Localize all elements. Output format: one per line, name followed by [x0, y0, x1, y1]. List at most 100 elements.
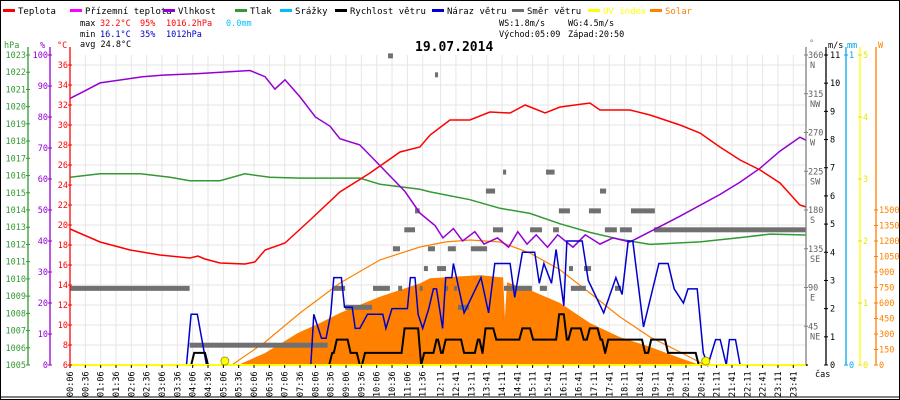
solar-tick-label: 1050 [879, 253, 899, 263]
direction-tick-label: 90 [808, 284, 818, 294]
pressure-tick-label: 1007 [6, 327, 26, 337]
wind-direction-mark [373, 285, 390, 291]
sunset: Západ:20:50 [568, 30, 624, 40]
solar-tick-label: 1500 [879, 206, 899, 216]
x-tick-label: 02:36 [143, 371, 153, 397]
x-tick-label: 04:36 [204, 371, 214, 397]
min-pressure: 1012hPa [166, 30, 202, 40]
direction-tick-label: 270 [808, 129, 823, 139]
legend-swatch [163, 9, 175, 12]
pressure-tick-label: 1021 [6, 85, 26, 95]
wind-direction-mark [434, 72, 439, 78]
humidity-tick-label: 90 [38, 82, 48, 92]
wind-direction-mark [447, 246, 456, 252]
legend-label-2: Vlhkost [178, 7, 216, 17]
wind-tick-label: 2 [830, 305, 835, 315]
x-tick-label: 04:06 [189, 371, 199, 397]
x-tick-label: 10:36 [388, 371, 398, 397]
max-humidity: 95% [140, 19, 155, 29]
temperature-tick-label: 30 [58, 121, 68, 131]
x-tick-label: 00:06 [66, 371, 76, 397]
rain-axis-label: mm [847, 41, 857, 51]
x-tick-label: 14:11 [498, 371, 508, 397]
wind-direction-mark [453, 285, 458, 291]
x-axis-label: čas [815, 369, 830, 380]
solar-tick-label: 450 [879, 315, 894, 325]
pressure-tick-label: 1020 [6, 103, 26, 113]
x-tick-label: 08:36 [327, 371, 337, 397]
wind-gust-max: WG:4.5m/s [568, 19, 614, 29]
x-tick-label: 20:11 [682, 371, 692, 397]
x-tick-label: 06:06 [250, 371, 260, 397]
x-tick-label: 07:06 [281, 371, 291, 397]
legend-swatch [235, 9, 247, 12]
sunrise: Východ:05:09 [499, 30, 560, 40]
wind-direction-mark [569, 266, 573, 272]
pressure-tick-label: 1005 [6, 361, 26, 371]
solar-tick-label: 900 [879, 268, 894, 278]
x-tick-label: 18:11 [621, 371, 631, 397]
wind-direction-mark [553, 227, 559, 233]
direction-compass-label: W [810, 139, 816, 149]
x-tick-label: 01:06 [97, 371, 107, 397]
wind-tick-label: 1 [830, 333, 835, 343]
wind-direction-mark [423, 266, 428, 272]
wind-direction-mark [470, 246, 488, 252]
temperature-tick-label: 24 [58, 181, 68, 191]
wind-direction-mark [189, 342, 328, 348]
wind-axis-label: m/s [828, 41, 843, 51]
x-tick-label: 12:41 [452, 371, 462, 397]
humidity-line [69, 69, 807, 249]
x-tick-label: 07:36 [296, 371, 306, 397]
legend-label-0: Teplota [18, 7, 56, 17]
legend-swatch [70, 9, 82, 12]
pressure-tick-label: 1008 [6, 309, 26, 319]
rain-tick-label: 1 [849, 51, 854, 61]
min-humidity: 35% [140, 30, 155, 40]
rain-tick-label: 0 [849, 361, 854, 371]
stats: max 32.2°C 95% 1016.2hPa 0.0mm min 16.1°… [80, 19, 624, 50]
wind-direction-mark [345, 304, 373, 310]
legend-label-1: Přízemní teplota [85, 7, 172, 17]
x-tick-label: 19:41 [667, 371, 677, 397]
x-tick-label: 22:11 [743, 371, 753, 397]
wind-direction-mark [485, 188, 496, 194]
wind-direction-mark [619, 227, 632, 233]
wind-direction-mark [427, 246, 435, 252]
legend-swatch [280, 9, 292, 12]
solar-tick-label: 0 [879, 361, 884, 371]
direction-compass-label: SW [810, 177, 821, 187]
direction-axis-label: ° [809, 39, 814, 49]
temperature-tick-label: 6 [63, 361, 68, 371]
legend-swatch [588, 9, 600, 12]
legend-label-6: Náraz větru [447, 7, 507, 17]
pressure-tick-label: 1012 [6, 240, 26, 250]
wind-direction-mark [599, 188, 607, 194]
solar-tick-label: 750 [879, 284, 894, 294]
uv-tick-label: 1 [863, 299, 868, 309]
wind-tick-label: 6 [830, 192, 835, 202]
temperature-tick-label: 36 [58, 61, 68, 71]
x-tick-label: 01:36 [112, 371, 122, 397]
wind-direction-mark [437, 266, 447, 272]
wind-tick-label: 11 [830, 51, 840, 61]
humidity-tick-label: 60 [38, 175, 48, 185]
solar-tick-label: 150 [879, 346, 894, 356]
humidity-tick-label: 40 [38, 237, 48, 247]
x-tick-label: 10:06 [373, 371, 383, 397]
uv-tick-label: 4 [863, 113, 868, 123]
x-tick-label: 13:11 [467, 371, 477, 397]
x-tick-label: 06:36 [265, 371, 275, 397]
sun-marker [220, 356, 230, 366]
solar-area [238, 275, 700, 365]
wind-direction-mark [604, 227, 617, 233]
wind-direction-mark [419, 285, 423, 291]
legend-swatch [512, 9, 524, 12]
max-pressure: 1016.2hPa [166, 19, 212, 29]
temperature-tick-label: 20 [58, 221, 68, 231]
temperature-tick-label: 22 [58, 201, 68, 211]
uv-tick-label: 2 [863, 237, 868, 247]
uv-tick-label: 3 [863, 175, 868, 185]
wind-direction-mark [445, 285, 449, 291]
wind-gust-line [70, 240, 807, 368]
